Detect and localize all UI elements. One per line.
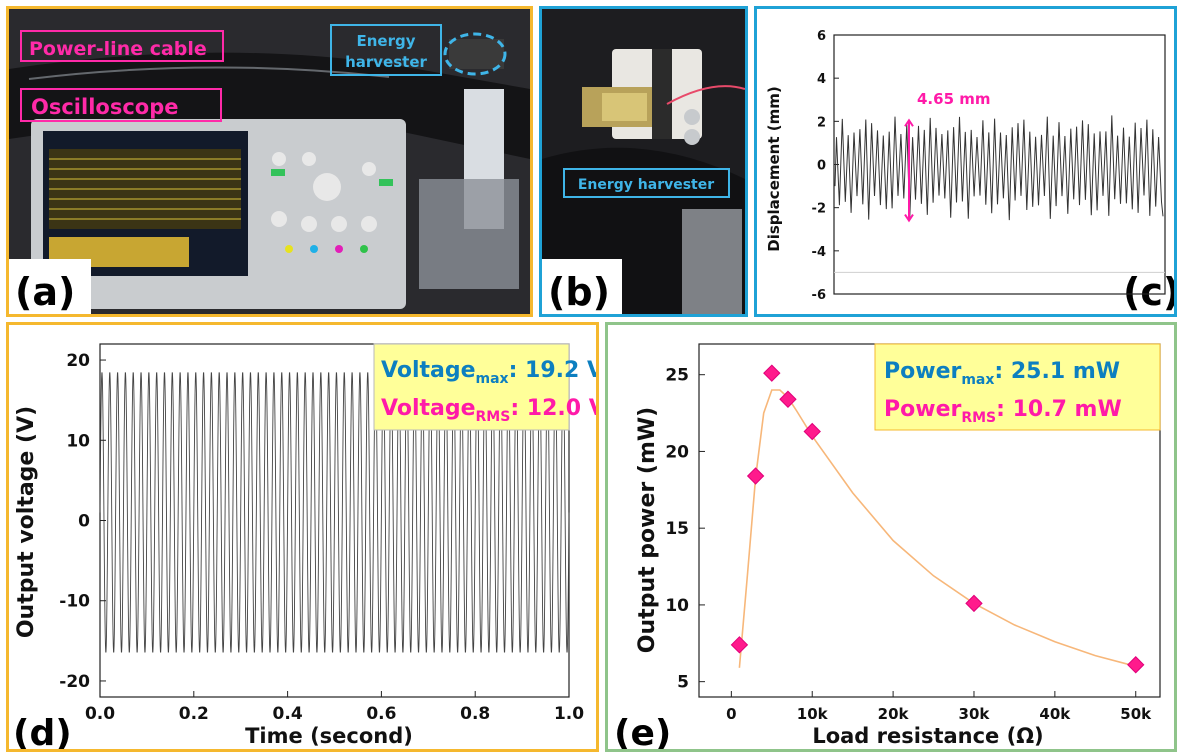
chart-e-y-axis-label: Output power (mW): [635, 407, 660, 653]
setup-photo: Power-line cable Oscilloscope Energy har…: [9, 9, 530, 314]
chart-d-y-axis-label: Output voltage (V): [14, 406, 39, 638]
chart-d-x-tick-label: 0.4: [273, 704, 303, 724]
chart-e-x-axis-label: Load resistance (Ω): [812, 724, 1043, 748]
chart-e-fit-curve: [738, 389, 1136, 668]
harvester-label-b: Energy harvester: [578, 177, 714, 193]
chart-c-y-tick-label: 4: [817, 72, 826, 87]
power-rms-text: PowerRMS: 10.7 mW: [884, 397, 1122, 426]
chart-d-y-tick-label: -20: [59, 672, 90, 692]
chart-c-y-tick-label: 2: [817, 115, 826, 130]
panel-b-photo: Energy harvester (b): [539, 6, 748, 317]
chart-d-y-tick-label: 0: [78, 512, 90, 532]
chart-d-annotation-box: [373, 343, 570, 431]
panel-letter-e: (e): [614, 713, 671, 749]
panel-a-photo: Power-line cable Oscilloscope Energy har…: [6, 6, 533, 317]
panel-d-chart: Output voltage (V) Time (second) Voltage…: [6, 322, 599, 752]
voltage-max-text: Voltagemax: 19.2 V: [381, 358, 596, 387]
harvester-photo: Energy harvester (b): [542, 9, 745, 314]
harvester-highlight-ellipse: [443, 32, 507, 76]
chart-e-x-tick-label: 20k: [878, 705, 910, 723]
output-voltage-chart: Output voltage (V) Time (second) Voltage…: [13, 343, 596, 749]
chart-c-y-tick-label: 0: [817, 159, 826, 174]
chart-d-x-tick-label: 0.8: [460, 704, 490, 724]
chart-e-data-point: [965, 594, 983, 613]
harvester-label-line1: Energy: [356, 32, 415, 50]
chart-e-data-point: [803, 422, 821, 441]
chart-e-y-tick-label: 20: [665, 442, 689, 462]
chart-c-annotation-label: 4.65 mm: [917, 90, 991, 108]
chart-e-y-tick-label: 15: [665, 519, 689, 539]
displacement-chart: Displacement (mm) (c) 6 4 2 0 -2 -4 -6 4.65 mm: [765, 29, 1174, 314]
harvester-label-line2: harvester: [345, 53, 427, 71]
chart-c-y-tick-label: -6: [812, 288, 826, 303]
chart-d-x-tick-label: 0.0: [85, 704, 115, 724]
chart-d-x-tick-label: 1.0: [554, 704, 584, 724]
chart-e-data-point: [1127, 656, 1145, 674]
oscilloscope-label-box: [20, 88, 222, 122]
chart-e-x-tick-label: 10k: [797, 705, 829, 723]
cable-label-box: [20, 30, 224, 62]
chart-c-y-tick-label: -4: [812, 245, 826, 260]
chart-e-x-tick-label: 30k: [959, 705, 991, 723]
panel-c-chart: Displacement (mm) (c) 6 4 2 0 -2 -4 -6 4.65 mm: [754, 6, 1177, 317]
chart-e-x-tick-label: 50k: [1120, 705, 1152, 723]
chart-e-annotation-box: [874, 343, 1161, 431]
chart-c-y-axis-label: Displacement (mm): [765, 86, 783, 251]
chart-e-data-point: [763, 364, 781, 382]
power-max-text: Powermax: 25.1 mW: [884, 359, 1120, 388]
output-power-chart: Output power (mW) Load resistance (Ω) Po…: [614, 343, 1161, 749]
chart-e-x-tick-label: 0: [726, 705, 736, 723]
chart-e-annotation: Powermax: 25.1 mW PowerRMS: 10.7 mW: [874, 343, 1161, 431]
chart-d-y-tick-label: -10: [59, 592, 90, 612]
chart-e-y-tick-label: 10: [665, 596, 689, 616]
voltage-rms-text: VoltageRMS: 12.0 V: [381, 396, 596, 425]
power-line-cable: [9, 52, 530, 159]
panel-letter-d: (d): [13, 713, 72, 749]
chart-d-x-tick-label: 0.2: [179, 704, 209, 724]
panel-e-chart: Output power (mW) Load resistance (Ω) Po…: [605, 322, 1177, 752]
chart-e-data-point: [730, 636, 749, 654]
chart-d-series-line: [99, 372, 570, 653]
panel-letter-a: (a): [15, 270, 75, 314]
chart-d-x-tick-label: 0.6: [366, 704, 396, 724]
chart-e-y-tick-label: 5: [677, 673, 689, 693]
panel-letter-b: (b): [548, 270, 610, 314]
chart-c-y-tick-label: -2: [812, 202, 826, 217]
chart-e-data-point: [779, 390, 797, 408]
chart-c-y-tick-label: 6: [817, 29, 826, 44]
chart-d-y-tick-label: 10: [66, 431, 90, 451]
chart-d-y-tick-label: 20: [66, 351, 90, 371]
panel-letter-c: (c): [1123, 270, 1174, 314]
chart-c-series-line: [834, 115, 1164, 221]
chart-d-x-axis-label: Time (second): [245, 724, 413, 748]
cable-label: Power-line cable: [29, 38, 207, 60]
oscilloscope-label: Oscilloscope: [31, 95, 178, 119]
chart-e-x-tick-label: 40k: [1039, 705, 1071, 723]
chart-d-annotation: Voltagemax: 19.2 V VoltageRMS: 12.0 V: [373, 343, 596, 431]
chart-c-arrow-head-top: [904, 118, 914, 127]
chart-e-y-tick-label: 25: [665, 366, 689, 386]
harvester-label-box: [330, 24, 442, 76]
harvester-label-box-b: [563, 168, 730, 198]
chart-e-data-point: [746, 467, 765, 485]
chart-c-arrow-head-bottom: [904, 214, 914, 223]
